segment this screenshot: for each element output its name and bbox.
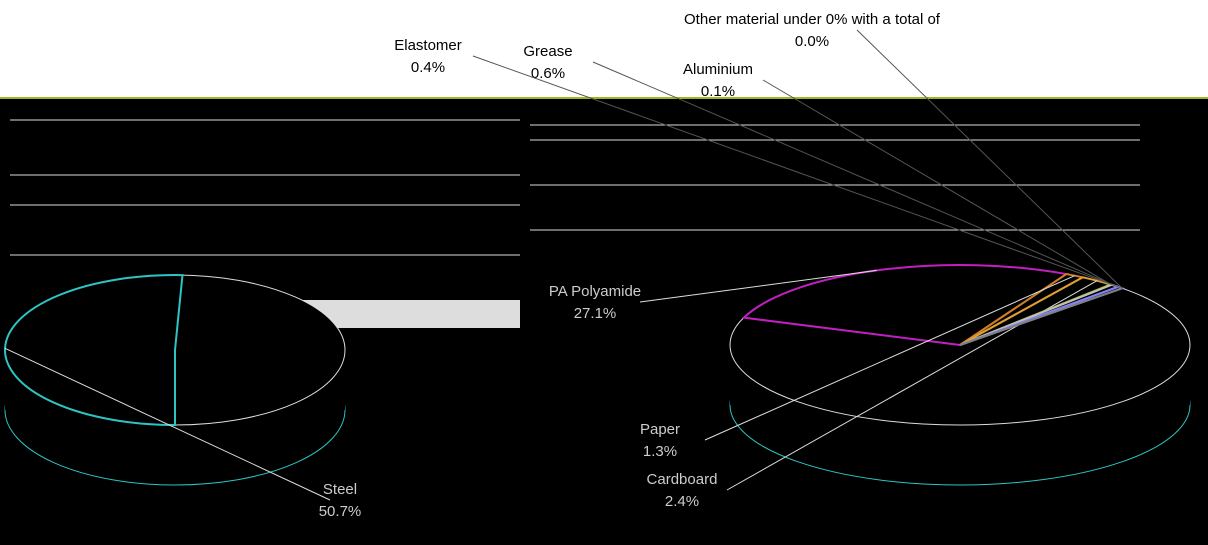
leader-line — [704, 275, 1075, 441]
slice-value: 0.6% — [531, 65, 565, 82]
slice-label: Aluminium — [683, 61, 753, 78]
top-band — [0, 0, 1208, 97]
slice-label: Steel — [323, 481, 357, 498]
slice-value: 1.3% — [643, 443, 677, 460]
leader-line — [592, 61, 1116, 287]
leader-line — [639, 269, 877, 303]
slice-value: 0.0% — [795, 33, 829, 50]
slice-label: Cardboard — [647, 471, 718, 488]
leader-line — [856, 29, 1123, 289]
leader-line — [4, 347, 331, 501]
slice-value: 2.4% — [665, 493, 699, 510]
pie-slice — [4, 274, 184, 427]
leader-line — [472, 55, 1121, 289]
slice-value: 0.4% — [411, 59, 445, 76]
slice-value: 0.1% — [701, 83, 735, 100]
slice-label: PA Polyamide — [549, 283, 641, 300]
slice-label: Grease — [523, 43, 572, 60]
slice-label: Paper — [640, 421, 680, 438]
pie-slice — [741, 264, 1070, 347]
slice-label: Other material under 0% with a total of — [684, 11, 941, 28]
slice-label: Elastomer — [394, 37, 462, 54]
slice-value: 50.7% — [319, 503, 362, 520]
slice-value: 27.1% — [574, 305, 617, 322]
leader-line — [762, 79, 1112, 286]
glitch-lines — [10, 119, 1140, 256]
